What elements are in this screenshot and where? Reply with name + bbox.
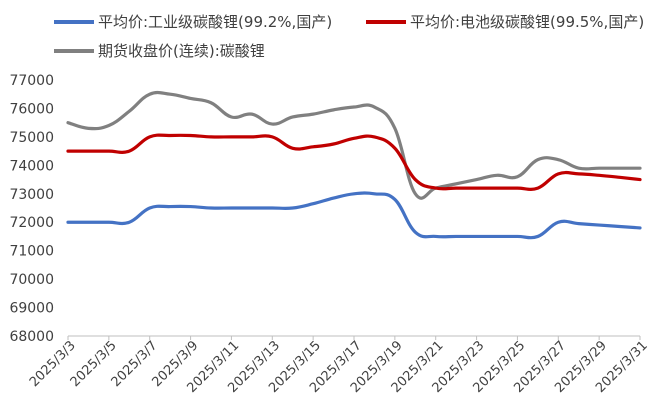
series-layer: [66, 90, 642, 240]
series-line-2: [66, 133, 642, 191]
series-line-3: [66, 90, 642, 200]
legend-label-1: 平均价:工业级碳酸锂(99.2%,国产): [98, 13, 332, 31]
legend-label-3: 期货收盘价(连续):碳酸锂: [98, 42, 265, 60]
y-tick-label-8: 76000: [9, 101, 54, 117]
y-tick-label-0: 68000: [9, 329, 54, 345]
x-axis: 2025/3/32025/3/52025/3/72025/3/92025/3/1…: [27, 335, 651, 396]
y-axis: 68000 69000 70000 71000 72000 73000 74000 75000…: [9, 73, 54, 345]
y-tick-label-2: 70000: [9, 272, 54, 288]
y-tick-label-5: 73000: [9, 187, 54, 203]
legend-label-2: 平均价:电池级碳酸锂(99.5%,国产): [410, 13, 644, 31]
y-tick-label-3: 71000: [9, 244, 54, 260]
series-line-1: [66, 191, 642, 240]
legend: 平均价:工业级碳酸锂(99.2%,国产) 平均价:电池级碳酸锂(99.5%,国产)…: [54, 13, 644, 60]
y-tick-label-4: 72000: [9, 215, 54, 231]
y-tick-label-9: 77000: [9, 73, 54, 89]
y-tick-label-7: 75000: [9, 130, 54, 146]
y-tick-label-1: 69000: [9, 301, 54, 317]
y-tick-label-6: 74000: [9, 158, 54, 174]
